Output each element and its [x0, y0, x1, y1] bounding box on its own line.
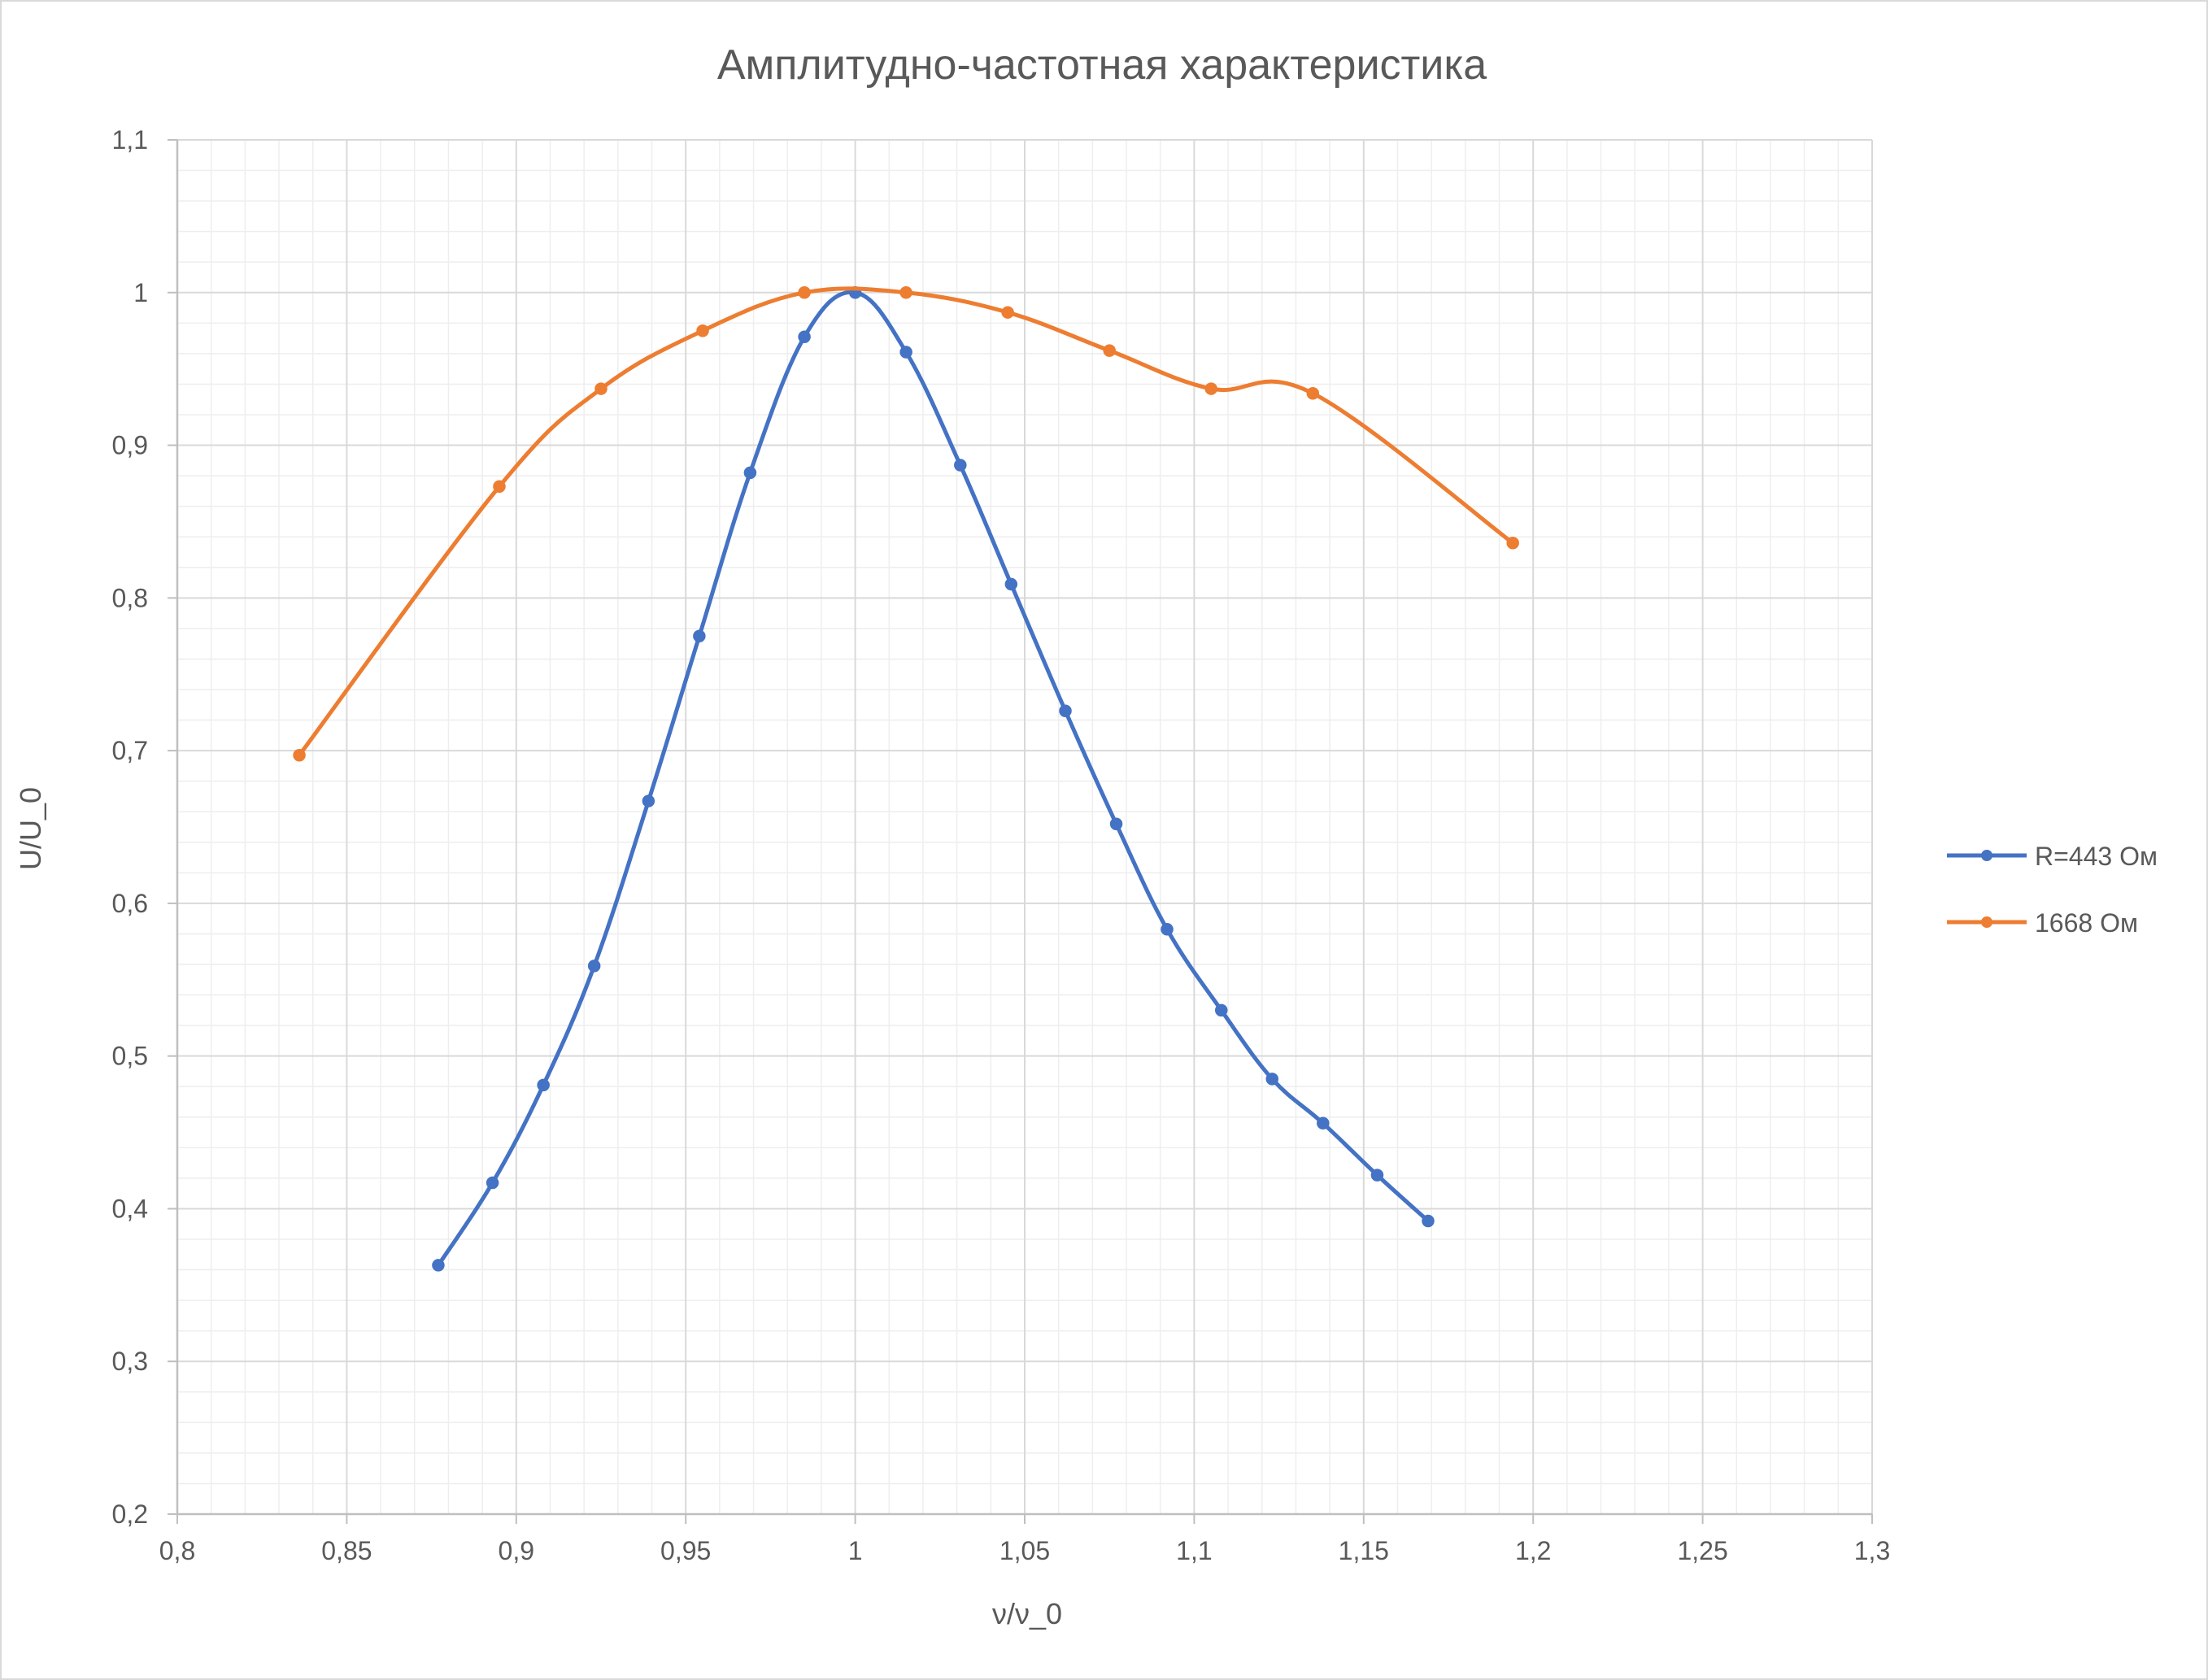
data-point	[432, 1259, 445, 1272]
y-tick-label: 0,9	[112, 431, 148, 460]
data-point	[594, 382, 608, 395]
data-point	[954, 459, 967, 472]
y-tick-label: 0,6	[112, 889, 148, 918]
x-tick-label: 0,9	[499, 1536, 534, 1565]
data-point	[537, 1078, 550, 1092]
x-tick-label: 1,05	[999, 1536, 1050, 1565]
tick-labels: 0,8 0,85 0,9 0,95 1 1,05 1,1 1,15 1,2 1,25 1,3 0,2 0…	[112, 125, 1891, 1565]
data-point	[493, 480, 506, 494]
data-point	[743, 466, 757, 480]
data-point	[1265, 1073, 1279, 1086]
x-axis-title: ν/ν_0	[992, 1597, 1062, 1630]
y-tick-label: 0,8	[112, 583, 148, 612]
data-point	[486, 1176, 499, 1190]
data-point	[1109, 817, 1123, 830]
data-point	[1422, 1214, 1435, 1228]
data-point	[1317, 1116, 1330, 1130]
chart-title: Амплитудно-частотная характеристика	[717, 41, 1487, 89]
data-point	[587, 960, 601, 973]
x-tick-label: 1,3	[1854, 1536, 1890, 1565]
data-point	[1506, 536, 1519, 550]
y-axis-title: U/U_0	[14, 787, 47, 870]
axes-layer	[168, 139, 1873, 1524]
data-point	[1370, 1169, 1384, 1182]
x-tick-label: 1,15	[1339, 1536, 1389, 1565]
series-2	[293, 286, 1519, 762]
data-point	[899, 346, 912, 359]
data-point	[1001, 306, 1014, 319]
y-tick-label: 1	[133, 278, 148, 307]
x-tick-label: 1,2	[1515, 1536, 1551, 1565]
data-point	[798, 330, 811, 343]
data-point	[642, 794, 655, 807]
data-point	[1059, 704, 1072, 718]
legend-label: R=443 Ом	[2035, 842, 2158, 871]
x-tick-label: 0,85	[321, 1536, 372, 1565]
x-tick-label: 0,8	[159, 1536, 195, 1565]
y-tick-label: 0,2	[112, 1499, 148, 1529]
data-point	[293, 748, 306, 762]
x-tick-label: 1,1	[1176, 1536, 1212, 1565]
legend: R=443 Ом 1668 Ом	[1947, 842, 2158, 938]
series-1	[432, 286, 1435, 1272]
x-tick-label: 1,25	[1677, 1536, 1727, 1565]
x-tick-label: 1	[848, 1536, 863, 1565]
y-tick-label: 0,7	[112, 736, 148, 765]
series-layer	[293, 286, 1519, 1272]
data-point	[1004, 577, 1018, 591]
series-line-1	[436, 289, 1431, 1268]
data-point	[696, 324, 709, 337]
data-point	[899, 286, 912, 299]
legend-label: 1668 Ом	[2035, 908, 2138, 938]
y-tick-label: 0,4	[112, 1194, 148, 1223]
grid-layer	[176, 139, 1873, 1515]
data-point	[1306, 386, 1320, 400]
data-point	[1214, 1003, 1228, 1017]
data-point	[798, 286, 811, 299]
x-tick-label: 0,95	[660, 1536, 711, 1565]
data-point	[1204, 382, 1217, 395]
legend-item-1: R=443 Ом	[1947, 842, 2158, 871]
y-tick-label: 0,3	[112, 1347, 148, 1376]
series-line-2	[297, 286, 1515, 758]
y-tick-label: 1,1	[112, 125, 148, 155]
legend-marker	[1981, 850, 1992, 861]
y-tick-label: 0,5	[112, 1042, 148, 1071]
data-point	[1103, 344, 1116, 357]
data-point	[1161, 923, 1174, 936]
data-point	[693, 629, 706, 643]
legend-marker	[1981, 916, 1992, 928]
legend-item-2: 1668 Ом	[1947, 908, 2138, 938]
